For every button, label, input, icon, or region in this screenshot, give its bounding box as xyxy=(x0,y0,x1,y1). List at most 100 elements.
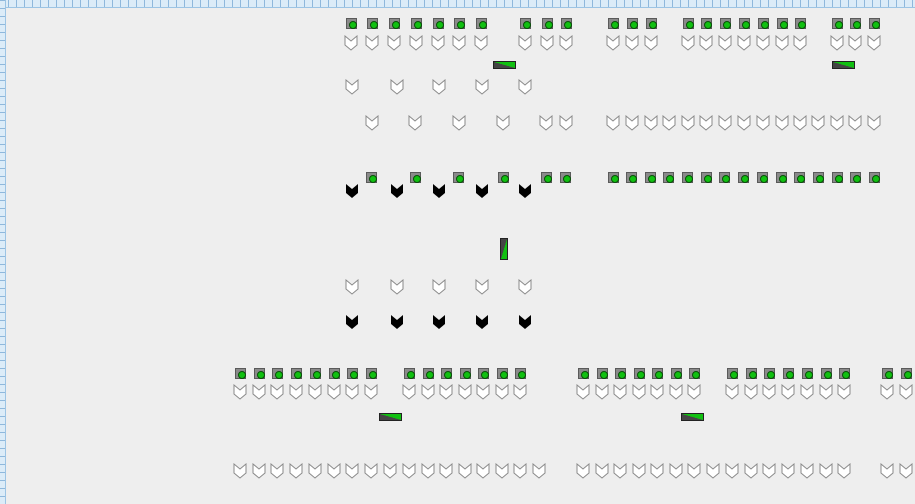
indicator-light-icon[interactable] xyxy=(329,368,340,379)
chevron-outline-icon[interactable] xyxy=(474,34,488,51)
chevron-outline-icon[interactable] xyxy=(518,78,532,95)
indicator-light-icon[interactable] xyxy=(615,368,626,379)
indicator-light-icon[interactable] xyxy=(634,368,645,379)
indicator-light-icon[interactable] xyxy=(367,18,378,29)
indicator-light-icon[interactable] xyxy=(411,18,422,29)
indicator-light-icon[interactable] xyxy=(515,368,526,379)
indicator-light-icon[interactable] xyxy=(671,368,682,379)
indicator-light-icon[interactable] xyxy=(683,18,694,29)
chevron-outline-icon[interactable] xyxy=(880,462,894,479)
indicator-light-icon[interactable] xyxy=(498,172,509,183)
chevron-outline-icon[interactable] xyxy=(421,462,435,479)
indicator-light-icon[interactable] xyxy=(746,368,757,379)
chevron-outline-icon[interactable] xyxy=(432,278,446,295)
chevron-outline-icon[interactable] xyxy=(421,383,435,400)
chevron-outline-icon[interactable] xyxy=(737,114,751,131)
chevron-outline-icon[interactable] xyxy=(848,34,862,51)
chevron-outline-icon[interactable] xyxy=(345,462,359,479)
chevron-outline-icon[interactable] xyxy=(650,383,664,400)
indicator-light-icon[interactable] xyxy=(520,18,531,29)
chevron-outline-icon[interactable] xyxy=(308,462,322,479)
chevron-outline-icon[interactable] xyxy=(669,383,683,400)
chevron-outline-icon[interactable] xyxy=(775,114,789,131)
chevron-filled-icon[interactable] xyxy=(432,314,446,330)
chevron-outline-icon[interactable] xyxy=(233,383,247,400)
indicator-light-icon[interactable] xyxy=(497,368,508,379)
chevron-outline-icon[interactable] xyxy=(699,114,713,131)
indicator-light-icon[interactable] xyxy=(764,368,775,379)
chevron-filled-icon[interactable] xyxy=(518,314,532,330)
chevron-outline-icon[interactable] xyxy=(364,383,378,400)
indicator-light-icon[interactable] xyxy=(454,18,465,29)
chevron-outline-icon[interactable] xyxy=(327,462,341,479)
chevron-outline-icon[interactable] xyxy=(606,34,620,51)
chevron-outline-icon[interactable] xyxy=(431,34,445,51)
chevron-outline-icon[interactable] xyxy=(476,462,490,479)
vertical-slider[interactable] xyxy=(500,238,508,260)
indicator-light-icon[interactable] xyxy=(882,368,893,379)
indicator-light-icon[interactable] xyxy=(663,172,674,183)
chevron-outline-icon[interactable] xyxy=(532,462,546,479)
chevron-filled-icon[interactable] xyxy=(432,183,446,199)
chevron-outline-icon[interactable] xyxy=(867,34,881,51)
indicator-light-icon[interactable] xyxy=(542,18,553,29)
indicator-light-icon[interactable] xyxy=(541,172,552,183)
chevron-outline-icon[interactable] xyxy=(495,462,509,479)
indicator-light-icon[interactable] xyxy=(701,18,712,29)
indicator-light-icon[interactable] xyxy=(441,368,452,379)
horizontal-slider[interactable] xyxy=(681,413,704,421)
chevron-outline-icon[interactable] xyxy=(252,462,266,479)
indicator-light-icon[interactable] xyxy=(869,172,880,183)
indicator-light-icon[interactable] xyxy=(682,172,693,183)
chevron-outline-icon[interactable] xyxy=(365,34,379,51)
indicator-light-icon[interactable] xyxy=(347,368,358,379)
chevron-filled-icon[interactable] xyxy=(390,183,404,199)
horizontal-slider[interactable] xyxy=(493,61,516,69)
indicator-light-icon[interactable] xyxy=(560,172,571,183)
indicator-light-icon[interactable] xyxy=(646,18,657,29)
chevron-outline-icon[interactable] xyxy=(650,462,664,479)
horizontal-slider[interactable] xyxy=(379,413,402,421)
indicator-light-icon[interactable] xyxy=(366,172,377,183)
chevron-outline-icon[interactable] xyxy=(439,383,453,400)
chevron-outline-icon[interactable] xyxy=(725,383,739,400)
indicator-light-icon[interactable] xyxy=(777,18,788,29)
chevron-outline-icon[interactable] xyxy=(687,462,701,479)
chevron-outline-icon[interactable] xyxy=(458,462,472,479)
indicator-light-icon[interactable] xyxy=(901,368,912,379)
chevron-outline-icon[interactable] xyxy=(669,462,683,479)
chevron-outline-icon[interactable] xyxy=(625,34,639,51)
chevron-outline-icon[interactable] xyxy=(830,34,844,51)
indicator-light-icon[interactable] xyxy=(813,172,824,183)
chevron-outline-icon[interactable] xyxy=(837,462,851,479)
horizontal-slider[interactable] xyxy=(832,61,855,69)
indicator-light-icon[interactable] xyxy=(404,368,415,379)
chevron-outline-icon[interactable] xyxy=(390,278,404,295)
chevron-outline-icon[interactable] xyxy=(793,34,807,51)
chevron-filled-icon[interactable] xyxy=(518,183,532,199)
chevron-outline-icon[interactable] xyxy=(432,78,446,95)
chevron-outline-icon[interactable] xyxy=(613,383,627,400)
chevron-outline-icon[interactable] xyxy=(270,462,284,479)
indicator-light-icon[interactable] xyxy=(627,18,638,29)
indicator-light-icon[interactable] xyxy=(235,368,246,379)
chevron-outline-icon[interactable] xyxy=(718,114,732,131)
indicator-light-icon[interactable] xyxy=(757,172,768,183)
indicator-light-icon[interactable] xyxy=(758,18,769,29)
chevron-outline-icon[interactable] xyxy=(625,114,639,131)
chevron-outline-icon[interactable] xyxy=(800,462,814,479)
indicator-light-icon[interactable] xyxy=(795,18,806,29)
indicator-light-icon[interactable] xyxy=(794,172,805,183)
indicator-light-icon[interactable] xyxy=(832,18,843,29)
chevron-filled-icon[interactable] xyxy=(475,314,489,330)
chevron-outline-icon[interactable] xyxy=(899,462,913,479)
chevron-outline-icon[interactable] xyxy=(576,383,590,400)
chevron-outline-icon[interactable] xyxy=(880,383,894,400)
chevron-outline-icon[interactable] xyxy=(452,34,466,51)
chevron-outline-icon[interactable] xyxy=(252,383,266,400)
chevron-outline-icon[interactable] xyxy=(513,462,527,479)
chevron-outline-icon[interactable] xyxy=(762,462,776,479)
chevron-outline-icon[interactable] xyxy=(819,462,833,479)
chevron-outline-icon[interactable] xyxy=(495,383,509,400)
chevron-outline-icon[interactable] xyxy=(706,462,720,479)
